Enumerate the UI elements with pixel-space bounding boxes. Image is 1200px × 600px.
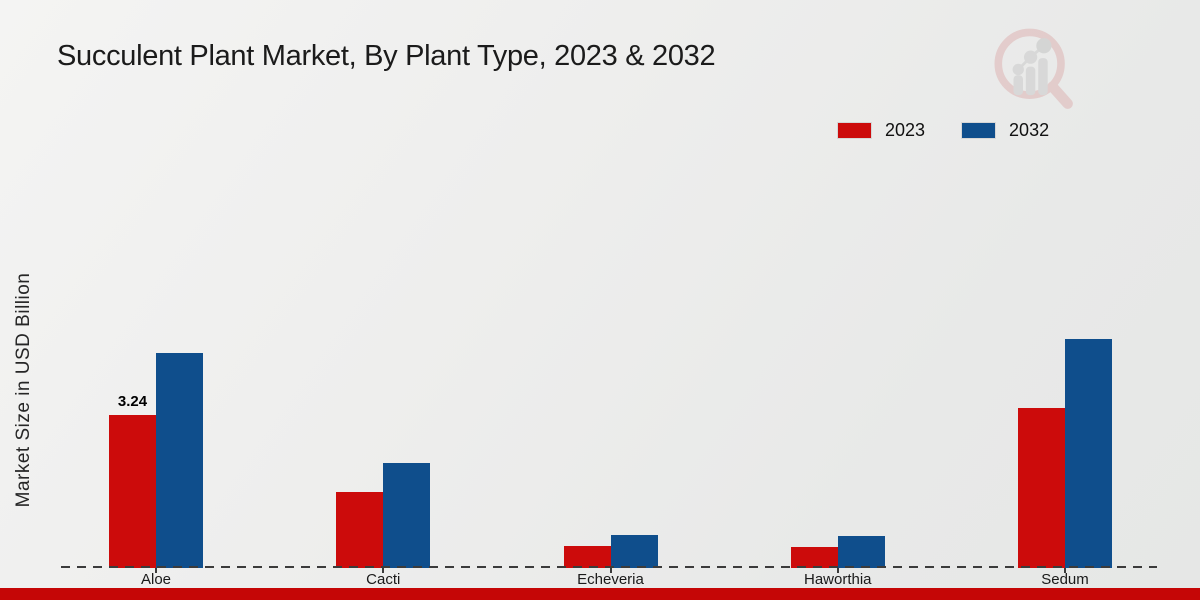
x-tick-sedum <box>1064 568 1066 573</box>
bar-2023-sedum <box>1018 408 1065 568</box>
chart-title: Succulent Plant Market, By Plant Type, 2… <box>57 40 716 72</box>
x-axis-label-cacti: Cacti <box>366 571 401 588</box>
bar-2032-sedum <box>1065 339 1112 568</box>
legend-item-2032: 2032 <box>961 120 1049 141</box>
x-tick-cacti <box>382 568 385 573</box>
bar-value-label: 3.24 <box>117 393 148 410</box>
x-axis-label-aloe: Aloe <box>140 571 172 588</box>
x-tick-haworthia <box>836 568 839 573</box>
x-axis-label-echeveria: Echeveria <box>577 571 644 588</box>
legend-item-2023: 2023 <box>837 120 925 141</box>
x-tick-aloe <box>155 568 157 573</box>
watermark-logo-icon <box>994 28 1073 109</box>
bar-2023-haworthia <box>790 547 838 568</box>
legend-label-2032: 2032 <box>1009 120 1050 140</box>
bar-2023-aloe <box>109 415 156 568</box>
bar-2023-cacti <box>336 492 384 568</box>
legend-label-2023: 2023 <box>885 120 926 140</box>
legend: 2023 2032 <box>837 120 1049 141</box>
legend-swatch-2032 <box>961 122 997 139</box>
bar-2023-echeveria <box>563 546 611 568</box>
footer-accent-bar <box>0 588 1200 600</box>
bar-2032-cacti <box>383 463 431 568</box>
bar-2032-echeveria <box>610 535 658 568</box>
bar-2032-aloe <box>156 353 203 568</box>
legend-swatch-2023 <box>837 122 872 139</box>
x-tick-echeveria <box>609 568 612 573</box>
x-axis-label-haworthia: Haworthia <box>803 571 872 588</box>
x-axis-baseline <box>61 566 1157 568</box>
x-axis-label-sedum: Sedum <box>1041 571 1089 588</box>
bar-2032-haworthia <box>837 536 885 568</box>
